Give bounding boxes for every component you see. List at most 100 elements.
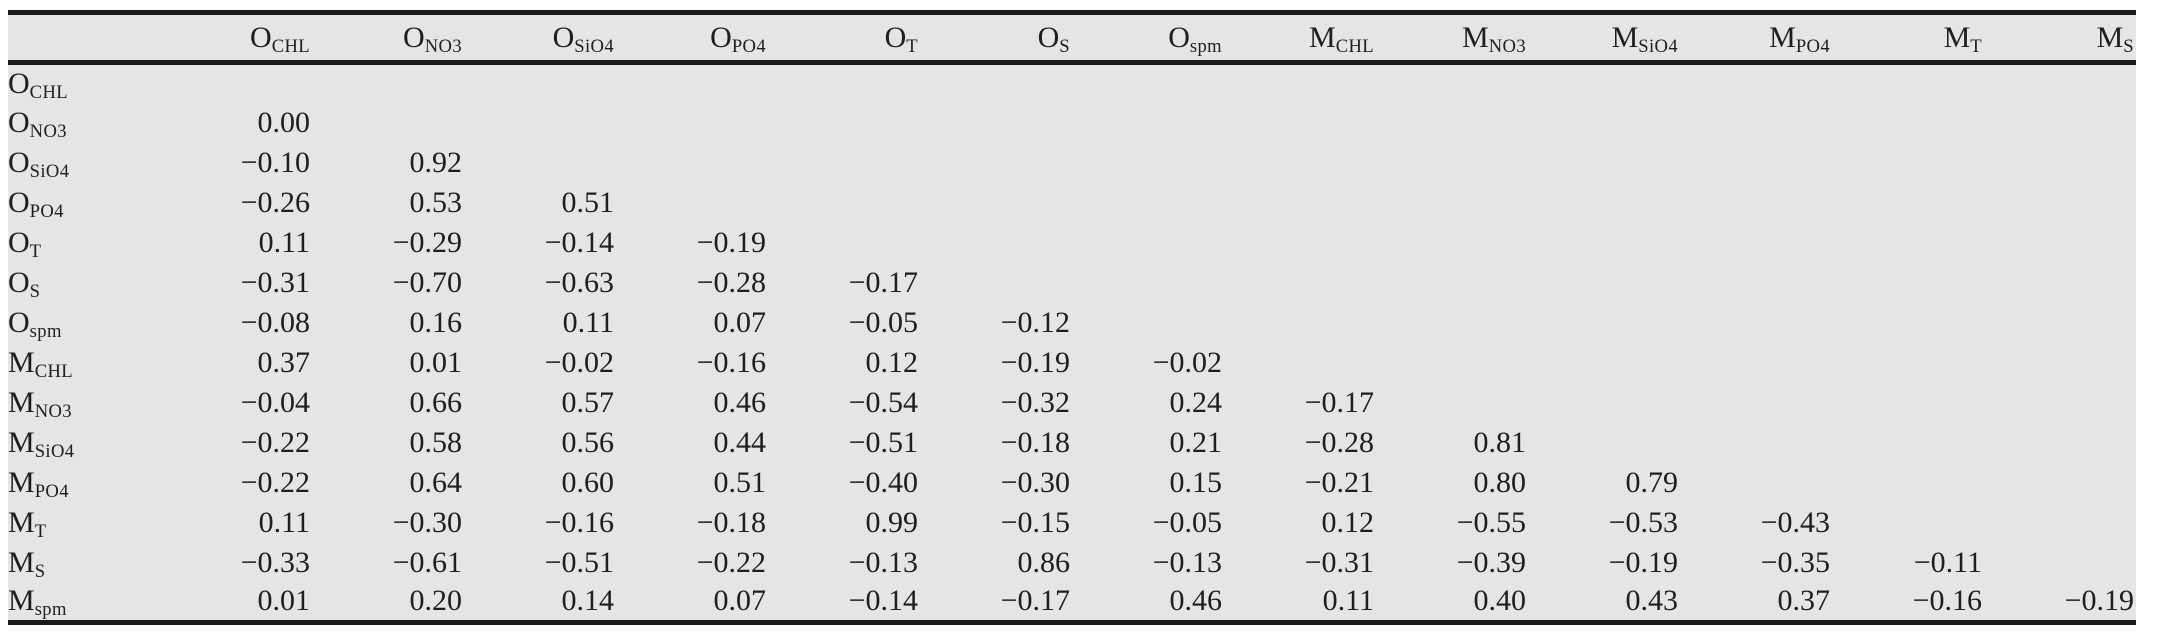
- empty-cell: [1984, 423, 2136, 463]
- table-row-m-t: MT 0.11 −0.30 −0.16 −0.18 0.99 −0.15 −0.05 0.12 −…: [8, 503, 2136, 543]
- variable-base: O: [8, 66, 30, 100]
- empty-cell: [464, 103, 616, 143]
- empty-cell: [768, 183, 920, 223]
- variable-subscript: CHL: [271, 35, 310, 57]
- empty-cell: [1224, 303, 1376, 343]
- empty-cell: [160, 63, 312, 103]
- row-label-o-s: OS: [8, 263, 160, 303]
- table-row-o-po4: OPO4 −0.26 0.53 0.51: [8, 183, 2136, 223]
- empty-cell: [1528, 383, 1680, 423]
- empty-cell: [1072, 303, 1224, 343]
- empty-cell: [1832, 103, 1984, 143]
- empty-cell: [1376, 263, 1528, 303]
- empty-cell: [1528, 423, 1680, 463]
- variable-base: M: [8, 385, 35, 419]
- correlation-value-cell: 0.46: [713, 385, 767, 419]
- row-label-m-sio4: MSiO4: [8, 423, 160, 463]
- column-header-m-chl: MCHL: [1224, 12, 1376, 65]
- variable-base: O: [1168, 20, 1190, 54]
- header-row: OCHL ONO3 OSiO4 OPO4 OT OS Ospm MCHL MNO3 MSiO4 MP…: [8, 12, 2136, 65]
- empty-cell: [1832, 503, 1984, 543]
- empty-cell: [1224, 263, 1376, 303]
- corner-cell: [8, 12, 160, 65]
- variable-base: O: [1037, 20, 1060, 54]
- empty-cell: [1680, 343, 1832, 383]
- correlation-value-cell: −0.61: [392, 545, 462, 579]
- empty-cell: [616, 143, 768, 183]
- empty-cell: [1376, 143, 1528, 183]
- empty-cell: [1832, 263, 1984, 303]
- table-row-o-s: OS −0.31 −0.70 −0.63 −0.28 −0.17: [8, 263, 2136, 303]
- correlation-value-cell: −0.54: [848, 385, 918, 419]
- empty-cell: [1072, 103, 1224, 143]
- empty-cell: [1224, 183, 1376, 223]
- correlation-value-cell: 0.60: [561, 465, 615, 499]
- empty-cell: [1072, 223, 1224, 263]
- variable-subscript: spm: [34, 599, 67, 621]
- correlation-value-cell: 0.01: [257, 584, 311, 618]
- empty-cell: [1984, 343, 2136, 383]
- table-row-o-no3: ONO3 0.00: [8, 103, 2136, 143]
- variable-base: O: [8, 265, 30, 299]
- variable-base: O: [8, 305, 30, 339]
- column-header-o-spm: Ospm: [1072, 12, 1224, 65]
- variable-subscript: CHL: [1335, 35, 1374, 57]
- correlation-value-cell: −0.30: [392, 505, 462, 539]
- row-label-m-no3: MNO3: [8, 383, 160, 423]
- empty-cell: [1680, 63, 1832, 103]
- variable-subscript: SiO4: [34, 440, 75, 462]
- correlation-value-cell: −0.39: [1456, 545, 1526, 579]
- correlation-value-cell: 0.37: [1777, 584, 1831, 618]
- correlation-value-cell: 0.12: [1321, 505, 1375, 539]
- correlation-value-cell: 0.37: [257, 345, 311, 379]
- variable-subscript: PO4: [731, 35, 766, 57]
- correlation-value-cell: −0.21: [1304, 465, 1374, 499]
- column-header-m-sio4: MSiO4: [1528, 12, 1680, 65]
- variable-base: M: [1769, 20, 1796, 54]
- variable-subscript: spm: [29, 320, 62, 342]
- correlation-value-cell: −0.22: [696, 545, 766, 579]
- correlation-value-cell: −0.10: [240, 145, 310, 179]
- correlation-value-cell: 0.24: [1169, 385, 1223, 419]
- variable-subscript: SiO4: [29, 160, 70, 182]
- empty-cell: [1072, 63, 1224, 103]
- row-label-o-spm: Ospm: [8, 303, 160, 343]
- column-header-m-t: MT: [1832, 12, 1984, 65]
- correlation-value-cell: 0.14: [561, 584, 615, 618]
- column-header-o-sio4: OSiO4: [464, 12, 616, 65]
- correlation-value-cell: 0.16: [409, 305, 463, 339]
- empty-cell: [1376, 103, 1528, 143]
- correlation-value-cell: −0.05: [848, 305, 918, 339]
- empty-cell: [1680, 463, 1832, 503]
- correlation-value-cell: 0.07: [713, 305, 767, 339]
- empty-cell: [1528, 63, 1680, 103]
- variable-base: M: [8, 465, 35, 499]
- correlation-value-cell: 0.56: [561, 425, 615, 459]
- variable-subscript: T: [1970, 35, 1982, 57]
- empty-cell: [920, 183, 1072, 223]
- empty-cell: [1984, 143, 2136, 183]
- correlation-value-cell: −0.18: [1000, 425, 1070, 459]
- correlation-value-cell: −0.51: [544, 545, 614, 579]
- variable-base: M: [8, 545, 35, 579]
- correlation-value-cell: 0.11: [1322, 584, 1374, 618]
- row-label-o-po4: OPO4: [8, 183, 160, 223]
- variable-base: O: [8, 185, 30, 219]
- empty-cell: [1984, 303, 2136, 343]
- variable-base: M: [8, 425, 35, 459]
- variable-subscript: CHL: [34, 360, 73, 382]
- empty-cell: [1072, 183, 1224, 223]
- correlation-value-cell: −0.53: [1608, 505, 1678, 539]
- empty-cell: [1680, 263, 1832, 303]
- column-header-o-chl: OCHL: [160, 12, 312, 65]
- correlation-value-cell: −0.51: [848, 425, 918, 459]
- column-header-o-t: OT: [768, 12, 920, 65]
- empty-cell: [1680, 223, 1832, 263]
- empty-cell: [1528, 143, 1680, 183]
- column-header-m-no3: MNO3: [1376, 12, 1528, 65]
- variable-base: O: [884, 20, 907, 54]
- correlation-value-cell: 0.12: [865, 345, 919, 379]
- table-row-m-s: MS −0.33 −0.61 −0.51 −0.22 −0.13 0.86 −0.13 −0.3…: [8, 543, 2136, 583]
- correlation-value-cell: 0.15: [1169, 465, 1223, 499]
- table-row-o-t: OT 0.11 −0.29 −0.14 −0.19: [8, 223, 2136, 263]
